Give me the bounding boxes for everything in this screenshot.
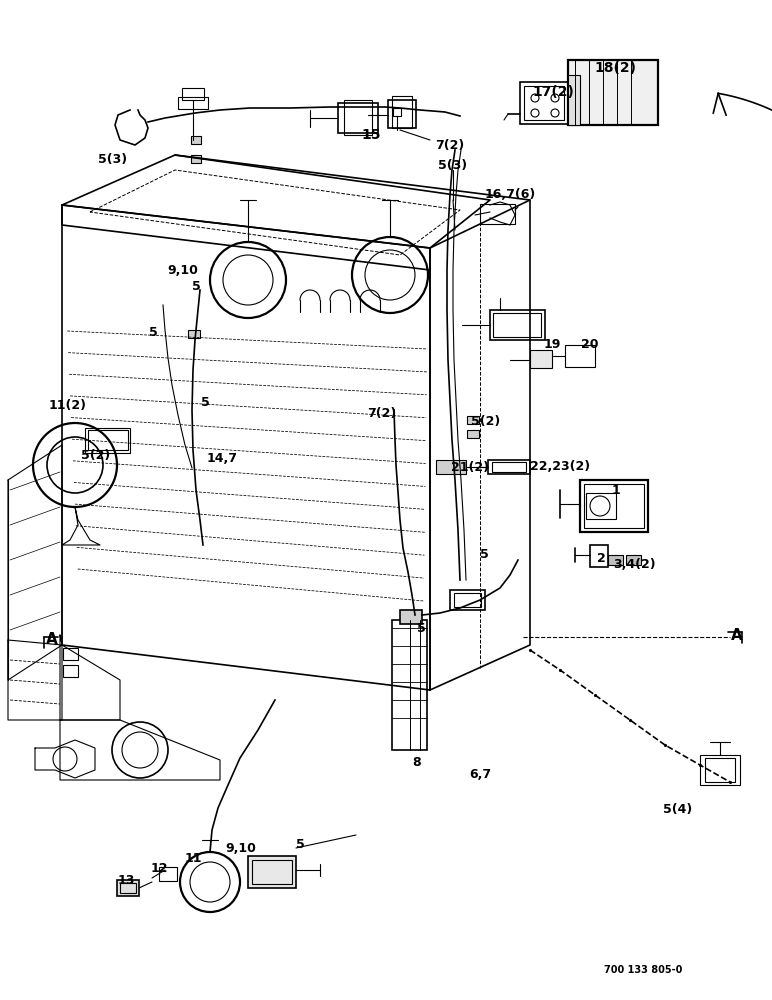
Text: 2: 2 bbox=[597, 552, 605, 564]
Bar bbox=[586, 493, 616, 519]
Bar bbox=[338, 103, 378, 133]
Bar bbox=[520, 82, 568, 124]
Bar bbox=[490, 310, 545, 340]
Text: 5: 5 bbox=[201, 395, 209, 408]
Text: 5(2): 5(2) bbox=[472, 416, 500, 428]
Bar bbox=[580, 480, 648, 532]
Bar bbox=[120, 883, 136, 893]
Text: 7(2): 7(2) bbox=[367, 406, 397, 420]
Bar bbox=[117, 880, 139, 896]
Text: 5: 5 bbox=[149, 326, 157, 340]
Bar bbox=[393, 108, 401, 116]
Bar bbox=[63, 648, 78, 660]
Text: 5(2): 5(2) bbox=[81, 448, 110, 462]
Bar bbox=[248, 856, 296, 888]
Text: 5(4): 5(4) bbox=[663, 804, 692, 816]
Bar bbox=[178, 97, 208, 109]
Bar bbox=[467, 416, 479, 424]
Bar bbox=[188, 330, 200, 338]
Bar bbox=[400, 610, 422, 624]
Text: 5(3): 5(3) bbox=[438, 159, 468, 172]
Text: 7(2): 7(2) bbox=[435, 138, 465, 151]
Bar bbox=[191, 136, 201, 144]
Text: 5: 5 bbox=[479, 548, 489, 562]
Bar bbox=[480, 204, 515, 224]
Text: 700 133 805-0: 700 133 805-0 bbox=[604, 965, 682, 975]
Bar bbox=[584, 484, 644, 528]
Bar bbox=[493, 313, 541, 337]
Text: 9,10: 9,10 bbox=[168, 263, 198, 276]
Text: 14,7: 14,7 bbox=[206, 452, 238, 464]
Text: 16,7(6): 16,7(6) bbox=[484, 188, 536, 202]
Bar bbox=[159, 867, 177, 881]
Bar bbox=[492, 462, 526, 472]
Bar bbox=[85, 428, 130, 453]
Bar bbox=[705, 758, 735, 782]
Text: 13: 13 bbox=[117, 874, 134, 886]
Bar bbox=[568, 75, 580, 125]
Bar bbox=[467, 430, 479, 438]
Bar bbox=[590, 545, 608, 567]
Text: A: A bbox=[46, 633, 58, 648]
Bar bbox=[392, 96, 412, 128]
Bar bbox=[450, 590, 485, 610]
Bar bbox=[252, 860, 292, 884]
Bar bbox=[392, 620, 427, 750]
Text: 5(3): 5(3) bbox=[99, 153, 127, 166]
Bar bbox=[436, 460, 466, 474]
Text: 5: 5 bbox=[296, 838, 304, 852]
Bar bbox=[530, 350, 552, 368]
Text: 8: 8 bbox=[413, 756, 422, 768]
Text: 5: 5 bbox=[191, 280, 201, 294]
Bar bbox=[182, 88, 204, 100]
Bar bbox=[488, 460, 530, 474]
Text: 11(2): 11(2) bbox=[49, 398, 87, 412]
Text: 18(2): 18(2) bbox=[594, 61, 636, 75]
Text: 12: 12 bbox=[151, 861, 168, 874]
Text: 9,10: 9,10 bbox=[225, 842, 256, 854]
Bar bbox=[568, 60, 658, 125]
Text: 19: 19 bbox=[543, 338, 560, 352]
Bar bbox=[565, 345, 595, 367]
Bar bbox=[454, 593, 481, 607]
Text: 20: 20 bbox=[581, 338, 599, 352]
Bar bbox=[626, 555, 641, 565]
Bar bbox=[700, 755, 740, 785]
Bar bbox=[524, 86, 564, 120]
Bar bbox=[63, 665, 78, 677]
Text: 17(2): 17(2) bbox=[532, 85, 574, 99]
Text: 21(2): 21(2) bbox=[451, 460, 489, 474]
Text: 6,7: 6,7 bbox=[469, 768, 491, 782]
Text: 5: 5 bbox=[417, 621, 425, 635]
Bar bbox=[191, 155, 201, 163]
Text: 1: 1 bbox=[611, 484, 621, 496]
Text: 15: 15 bbox=[361, 128, 381, 142]
Text: 11: 11 bbox=[185, 852, 201, 864]
Text: 22,23(2): 22,23(2) bbox=[530, 460, 590, 474]
Bar bbox=[344, 100, 372, 135]
Bar bbox=[388, 100, 416, 128]
Bar bbox=[88, 430, 128, 450]
Text: A: A bbox=[731, 628, 743, 643]
Bar bbox=[608, 555, 623, 565]
Text: 3,4(2): 3,4(2) bbox=[613, 558, 655, 572]
